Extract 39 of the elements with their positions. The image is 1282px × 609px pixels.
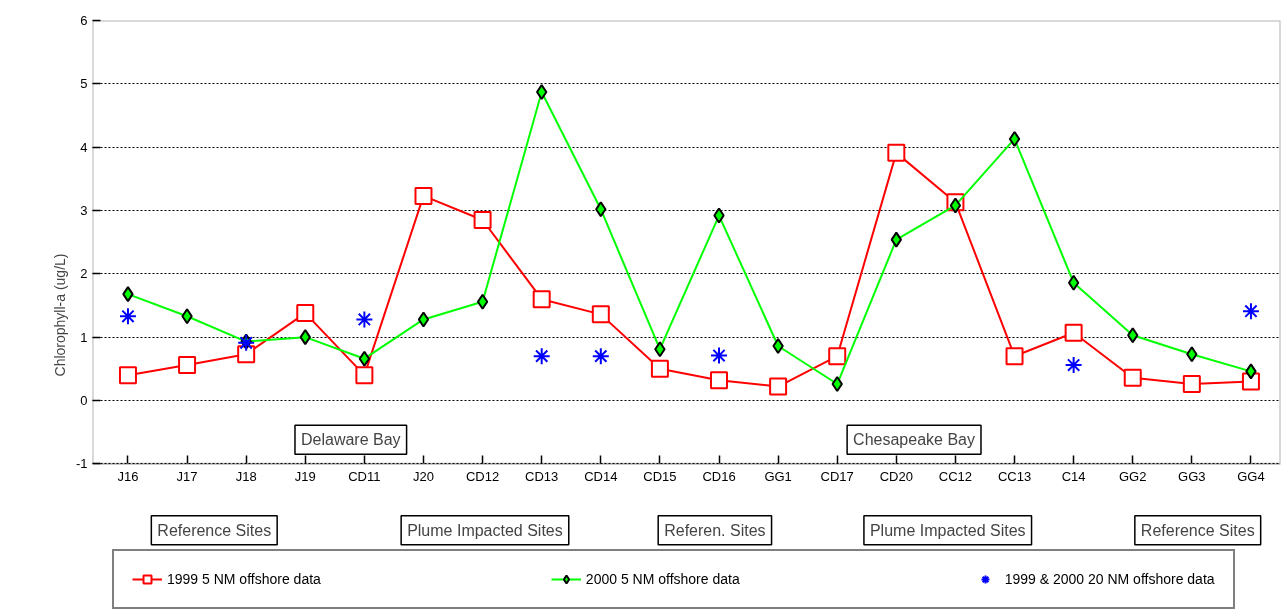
x-tick-label: CD14: [584, 468, 618, 484]
y-tick-label: 1: [80, 329, 88, 345]
x-tick-label: J20: [413, 468, 434, 484]
text: Reference Sites: [1140, 521, 1255, 539]
x-tick-label: GG3: [1178, 468, 1206, 484]
text: Plume Impacted Sites: [407, 521, 563, 539]
x-tick-label: GG1: [764, 468, 792, 484]
y-tick-label: -1: [75, 456, 88, 472]
x-tick-label: CC13: [997, 468, 1032, 484]
x-tick-label: GG2: [1119, 468, 1147, 484]
y-tick-label: 0: [80, 393, 88, 408]
x-tick-label: CC12: [938, 468, 973, 484]
x-tick-label: CD12: [465, 468, 500, 484]
y-tick-label: 3: [80, 203, 88, 218]
x-tick-label: J16: [117, 468, 139, 484]
annotation: Delaware Bay: [300, 431, 401, 449]
y-tick-label: 2: [80, 266, 88, 282]
text: Plume Impacted Sites: [869, 521, 1026, 539]
text: Reference Sites: [157, 521, 272, 539]
legend-label: 1999 5 NM offshore data: [167, 571, 321, 587]
text: Referen. Sites: [664, 521, 766, 539]
annotation: Chesapeake Bay: [853, 431, 975, 449]
y-tick-label: 4: [80, 139, 88, 155]
x-tick-label: J17: [176, 468, 198, 484]
legend-label: 1999 & 2000 20 NM offshore data: [1004, 571, 1215, 587]
x-tick-label: CD11: [348, 468, 381, 484]
y-tick-label: 5: [80, 76, 88, 92]
y-tick-label: 6: [80, 13, 88, 28]
x-tick-label: CD16: [702, 468, 736, 484]
x-tick-label: CD20: [879, 468, 913, 484]
y-axis-title: Chlorophyll-a (ug/L): [51, 253, 68, 377]
x-tick-label: CD13: [525, 468, 559, 484]
legend-label: 2000 5 NM offshore data: [585, 571, 740, 587]
x-tick-label: J19: [294, 468, 316, 484]
x-tick-label: C14: [1061, 468, 1086, 484]
x-tick-label: CD15: [643, 468, 677, 484]
x-tick-label: GG4: [1237, 468, 1265, 484]
x-tick-label: CD17: [820, 468, 854, 484]
x-tick-label: J18: [235, 468, 257, 484]
